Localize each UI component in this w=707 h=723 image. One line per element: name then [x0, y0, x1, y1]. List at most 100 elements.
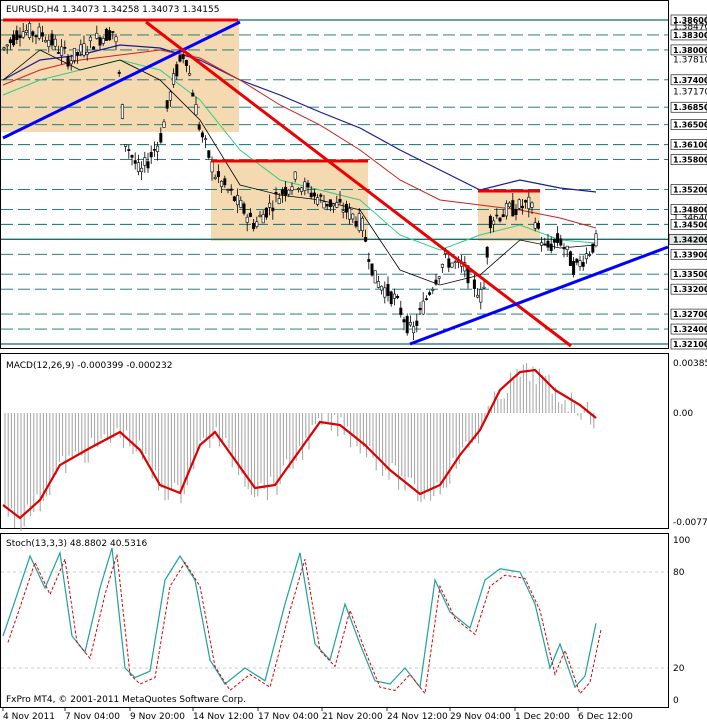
candle-body	[66, 56, 70, 67]
candle-body	[476, 294, 480, 298]
candle-body	[424, 298, 428, 300]
price-level-box	[670, 139, 707, 150]
x-tick-label: 6 Dec 12:00	[578, 712, 633, 722]
candle-body	[396, 296, 400, 298]
candle-body	[309, 192, 313, 198]
candle-body	[252, 222, 256, 229]
candle-body	[453, 261, 457, 263]
stoch-header: Stoch(13,3,3) 48.8802 40.5316	[6, 539, 147, 549]
candle-body	[312, 192, 316, 197]
candle-body	[543, 243, 547, 246]
candle-body	[437, 276, 441, 279]
candle-body	[559, 238, 563, 246]
candle-body	[34, 35, 38, 38]
macd-tick-label: -0.007700	[673, 518, 707, 528]
candle-body	[376, 281, 380, 288]
price-tick-label: 1.36850	[673, 103, 707, 112]
footer-copyright: FxPro MT4, © 2001-2011 MetaQuotes Softwa…	[6, 695, 246, 705]
candle-body	[261, 214, 265, 224]
candle-body	[498, 217, 502, 222]
price-level-box	[670, 323, 707, 335]
macd-axis: 0.003850 0.00 -0.007700	[673, 359, 707, 528]
candle-body	[133, 160, 137, 164]
candle-body	[303, 181, 307, 191]
candle-body	[533, 222, 537, 229]
candle-body	[88, 36, 92, 42]
candle-body	[232, 196, 236, 202]
current-price-box	[668, 234, 707, 245]
candle-body	[277, 198, 281, 204]
candle-body	[44, 40, 48, 43]
candle-body	[536, 222, 540, 229]
candle-body	[95, 32, 99, 39]
x-tick-label: 29 Nov 04:00	[450, 712, 511, 722]
candle-body	[408, 321, 412, 326]
candle-body	[223, 178, 227, 186]
candle-body	[229, 188, 233, 191]
candle-body	[101, 38, 105, 44]
candle-body	[386, 284, 390, 296]
candle-body	[178, 55, 182, 62]
candle-body	[530, 202, 534, 208]
candle-body	[511, 200, 515, 217]
candle-body	[104, 28, 108, 41]
candle-body	[434, 279, 438, 285]
macd-tick-label: 0.003850	[673, 359, 707, 369]
price-level-box	[670, 219, 707, 230]
candle-body	[380, 285, 384, 291]
candle-body	[117, 71, 121, 74]
candle-body	[546, 240, 550, 248]
candle-body	[210, 161, 214, 173]
candle-body	[8, 39, 12, 44]
current-price-label: 1.34200	[673, 235, 707, 244]
macd-tick-label: 0.00	[673, 409, 693, 419]
candle-body	[162, 121, 166, 128]
candle-body	[156, 145, 160, 152]
candle-body	[341, 210, 345, 213]
candle-body	[344, 203, 348, 213]
candle-body	[242, 203, 246, 214]
price-level-box	[670, 308, 707, 320]
price-tick-label: 1.33900	[673, 250, 707, 259]
candle-body	[24, 30, 28, 33]
price-level-box	[670, 119, 707, 130]
price-tick-label: 1.38300	[673, 31, 707, 40]
price-tick-label: 1.37400	[673, 76, 707, 85]
candle-body	[47, 39, 51, 47]
price-tick-label: 1.37170	[673, 87, 707, 97]
candle-body	[322, 201, 326, 209]
candle-body	[389, 291, 393, 305]
price-tick-label: 1.35200	[673, 185, 707, 194]
candle-body	[300, 187, 304, 192]
price-tick-label: 1.33500	[673, 270, 707, 279]
price-tick-label: 1.32700	[673, 310, 707, 319]
candle-body	[69, 60, 73, 65]
candle-body	[98, 37, 102, 46]
price-level-box	[670, 44, 707, 56]
candle-body	[514, 209, 518, 215]
candle-body	[264, 207, 268, 218]
candle-body	[332, 203, 336, 207]
x-tick-label: 4 Nov 2011	[3, 712, 55, 722]
candle-body	[159, 133, 163, 143]
candle-body	[581, 262, 585, 267]
ma-blue	[2, 44, 597, 193]
candle-body	[338, 198, 342, 203]
ma-red	[2, 49, 597, 229]
price-tick-label: 1.32100	[673, 340, 707, 349]
candle-body	[328, 199, 332, 208]
candle-body	[591, 243, 595, 253]
candle-body	[188, 73, 192, 76]
price-level-box	[670, 101, 707, 113]
candle-body	[274, 192, 278, 195]
candle-body	[236, 195, 240, 206]
price-level-box	[670, 338, 707, 350]
candle-body	[290, 186, 294, 191]
price-level-box	[670, 29, 707, 41]
candle-body	[508, 202, 512, 208]
candle-body	[482, 286, 486, 289]
candle-body	[245, 216, 249, 223]
candle-body	[552, 239, 556, 243]
candle-body	[40, 32, 44, 37]
